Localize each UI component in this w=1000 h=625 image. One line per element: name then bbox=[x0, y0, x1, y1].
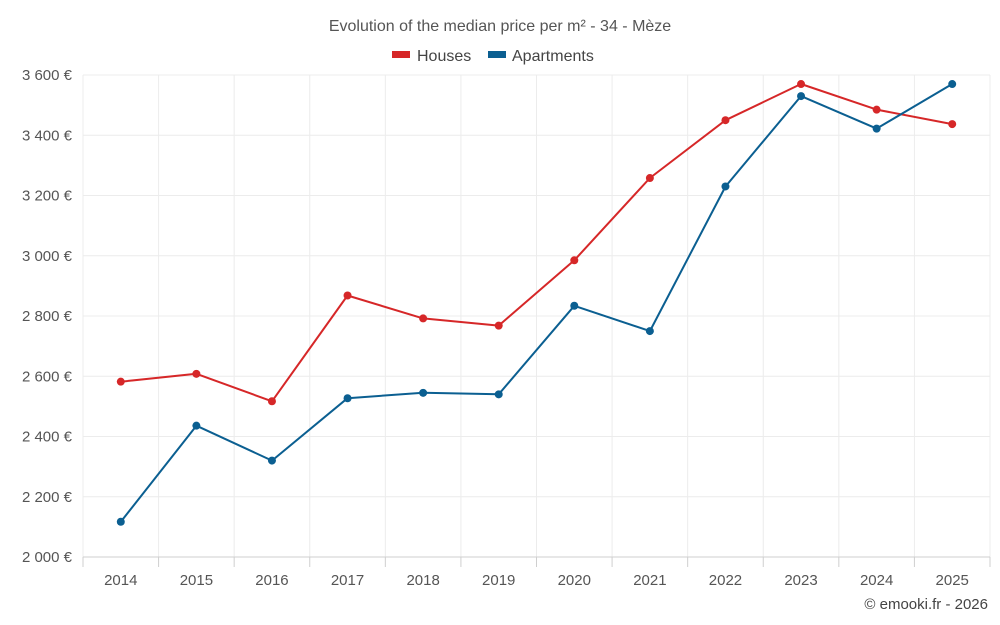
y-tick-label: 2 600 € bbox=[22, 368, 73, 385]
data-point-houses[interactable] bbox=[797, 80, 806, 89]
data-point-houses[interactable] bbox=[343, 291, 352, 300]
legend-swatch-houses bbox=[392, 51, 410, 58]
series-line-apartments bbox=[120, 83, 953, 523]
data-point-apartments[interactable] bbox=[645, 327, 654, 336]
y-tick-label: 2 200 € bbox=[22, 489, 73, 506]
y-tick-label: 2 400 € bbox=[22, 429, 73, 446]
chart-title: Evolution of the median price per m² - 3… bbox=[329, 18, 671, 35]
data-point-houses[interactable] bbox=[948, 120, 957, 129]
data-point-houses[interactable] bbox=[721, 116, 730, 125]
data-point-apartments[interactable] bbox=[721, 182, 730, 191]
x-tick-label: 2018 bbox=[406, 572, 439, 589]
y-tick-label: 3 600 € bbox=[22, 67, 73, 84]
data-point-houses[interactable] bbox=[645, 174, 654, 183]
data-point-houses[interactable] bbox=[116, 377, 125, 386]
credit-text: © emooki.fr - 2026 bbox=[864, 596, 988, 613]
x-tick-label: 2015 bbox=[180, 572, 213, 589]
data-point-apartments[interactable] bbox=[267, 456, 276, 465]
legend-item-houses[interactable]: Houses bbox=[392, 48, 471, 65]
x-tick-label: 2023 bbox=[784, 572, 817, 589]
legend-swatch-apartments bbox=[488, 51, 506, 58]
legend: Houses Apartments bbox=[392, 48, 594, 65]
data-point-apartments[interactable] bbox=[797, 92, 806, 101]
data-point-apartments[interactable] bbox=[419, 388, 428, 397]
data-point-apartments[interactable] bbox=[343, 394, 352, 403]
x-tick-label: 2020 bbox=[558, 572, 591, 589]
data-point-apartments[interactable] bbox=[116, 517, 125, 526]
x-tick-label: 2019 bbox=[482, 572, 515, 589]
y-tick-label: 2 000 € bbox=[22, 549, 73, 566]
x-tick-label: 2022 bbox=[709, 572, 742, 589]
data-point-houses[interactable] bbox=[192, 369, 201, 378]
x-tick-label: 2024 bbox=[860, 572, 893, 589]
gridlines bbox=[82, 74, 991, 557]
data-point-apartments[interactable] bbox=[872, 124, 881, 133]
axes: 2 000 € 2 200 € 2 400 € 2 600 € 2 800 € 3 000… bbox=[22, 67, 991, 589]
data-point-houses[interactable] bbox=[494, 321, 503, 330]
series-line-houses bbox=[120, 83, 953, 403]
series bbox=[116, 80, 957, 526]
x-tick-label: 2021 bbox=[633, 572, 666, 589]
data-point-apartments[interactable] bbox=[494, 390, 503, 399]
legend-item-apartments[interactable]: Apartments bbox=[488, 48, 594, 65]
data-point-houses[interactable] bbox=[267, 397, 276, 406]
y-tick-label: 3 200 € bbox=[22, 188, 73, 205]
data-point-apartments[interactable] bbox=[570, 301, 579, 310]
data-point-houses[interactable] bbox=[570, 256, 579, 265]
x-tick-label: 2017 bbox=[331, 572, 364, 589]
data-point-houses[interactable] bbox=[872, 105, 881, 114]
data-point-apartments[interactable] bbox=[948, 80, 957, 89]
data-point-apartments[interactable] bbox=[192, 421, 201, 430]
x-tick-label: 2014 bbox=[104, 572, 137, 589]
y-tick-label: 3 000 € bbox=[22, 248, 73, 265]
data-point-houses[interactable] bbox=[419, 314, 428, 323]
y-tick-label: 3 400 € bbox=[22, 127, 73, 144]
x-tick-label: 2016 bbox=[255, 572, 288, 589]
y-tick-label: 2 800 € bbox=[22, 308, 73, 325]
x-tick-label: 2025 bbox=[936, 572, 969, 589]
legend-label-houses: Houses bbox=[417, 48, 471, 65]
legend-label-apartments: Apartments bbox=[512, 48, 594, 65]
